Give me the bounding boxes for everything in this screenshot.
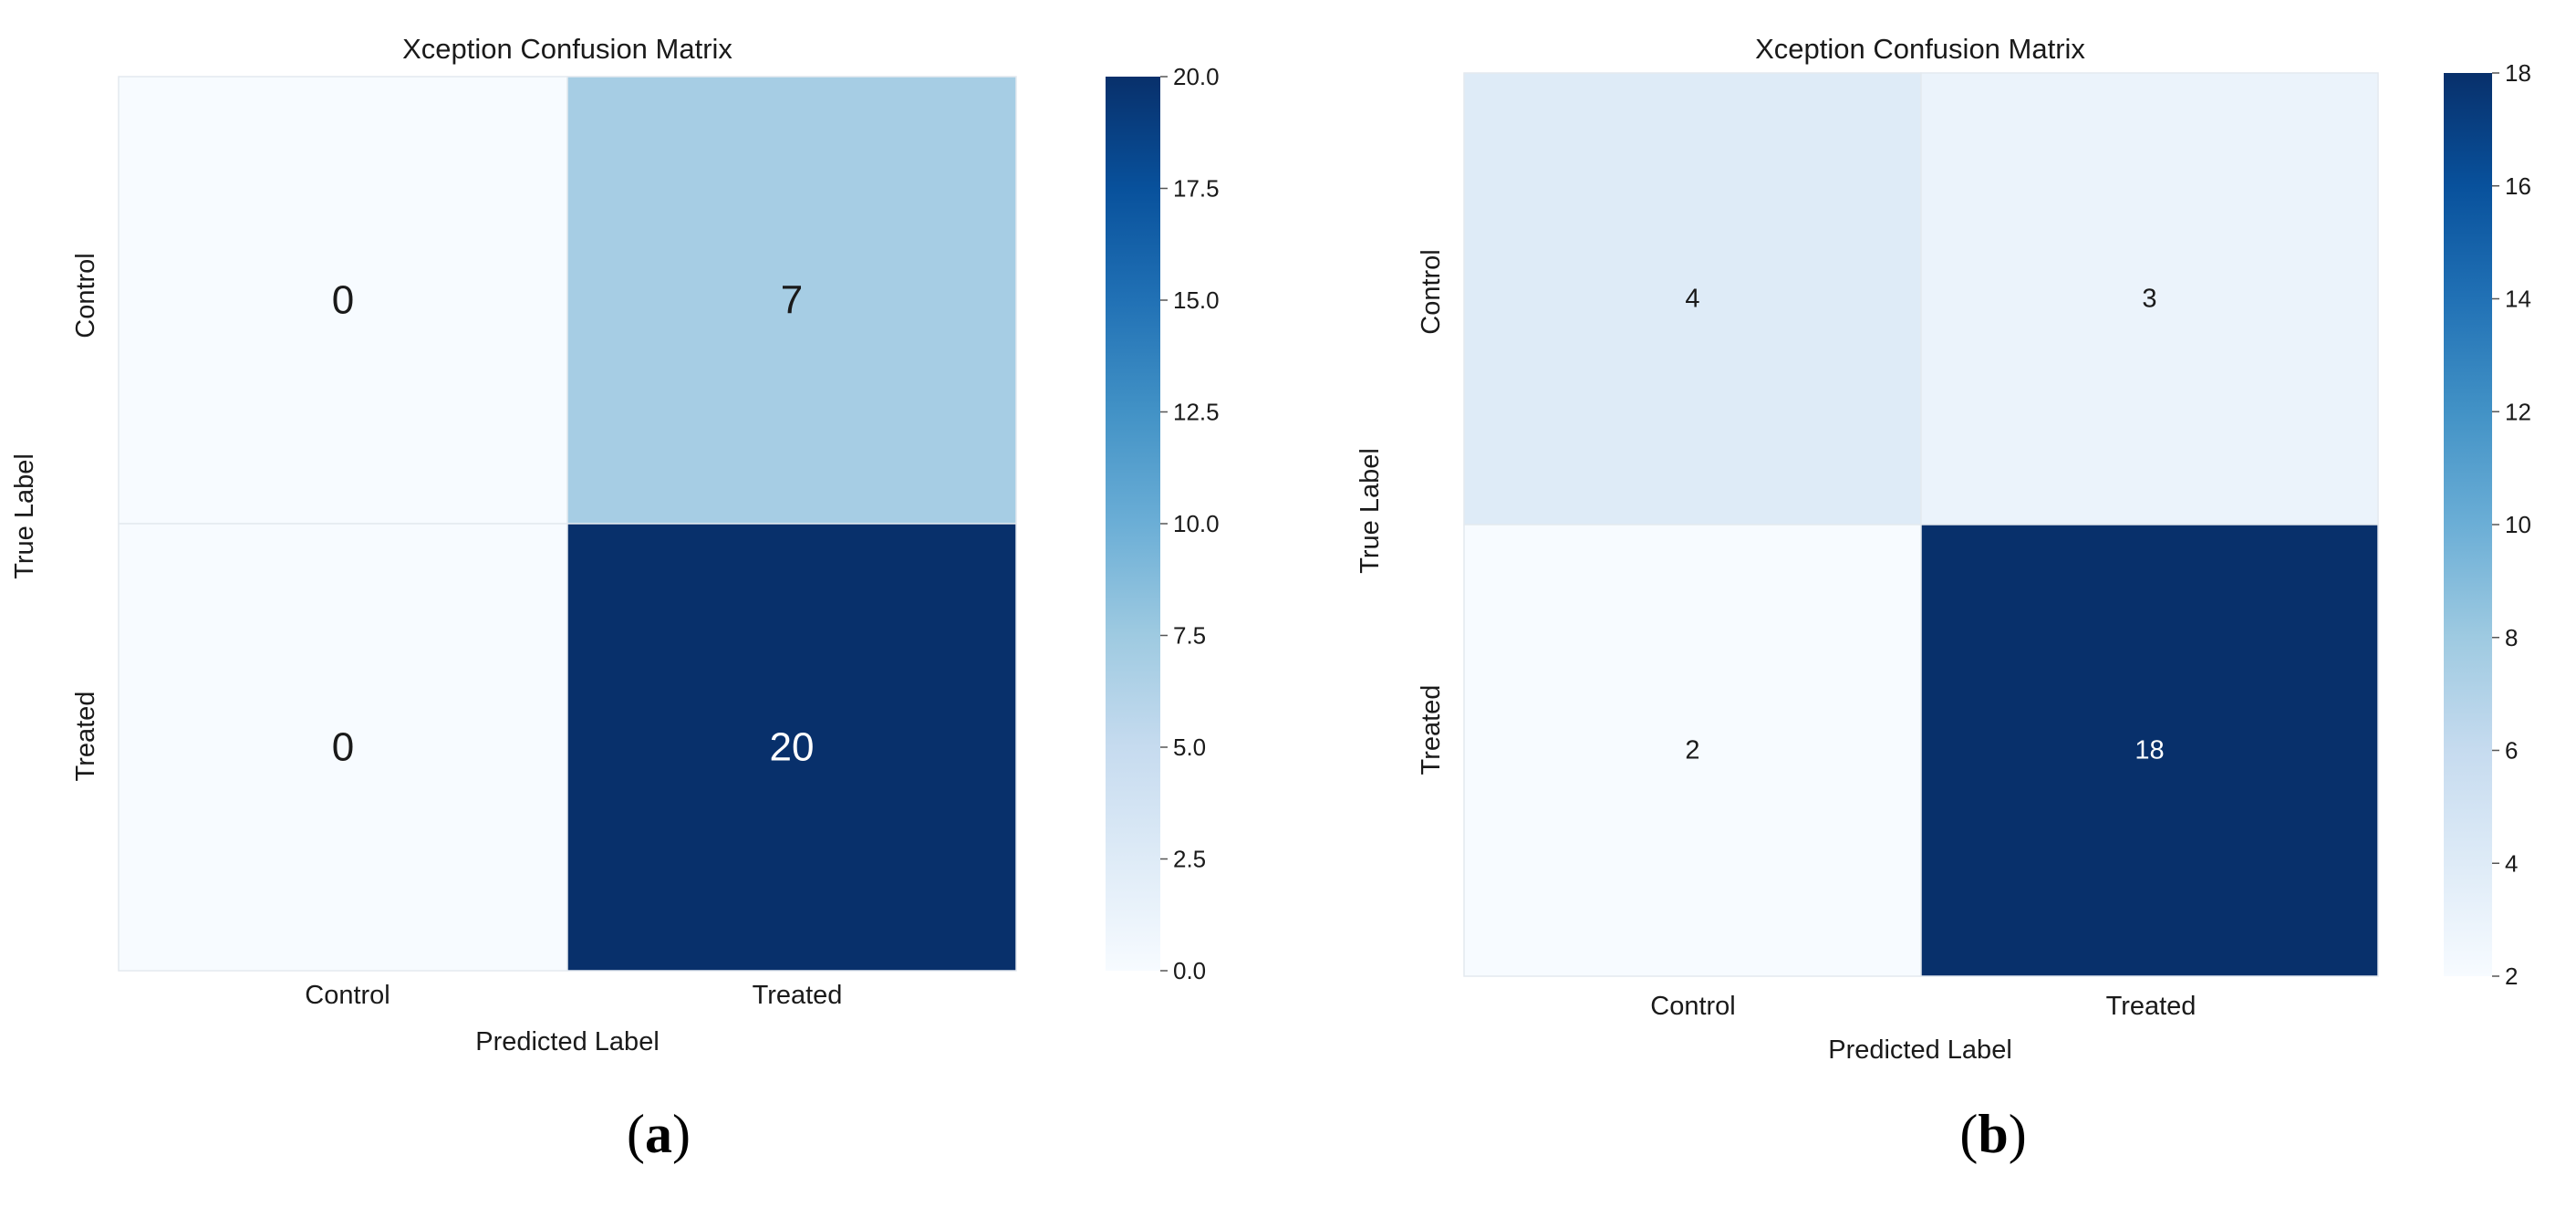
cell-value-label: 0 — [332, 725, 354, 770]
colorbar-tick-label: 5.0 — [1173, 734, 1206, 761]
colorbar-tick-label: 17.5 — [1173, 175, 1220, 203]
colorbar-tick-label: 20.0 — [1173, 63, 1220, 90]
colorbar-tick-label: 2 — [2505, 962, 2518, 990]
heatmap-cell — [566, 76, 1017, 525]
x-tick-label-treated: Treated — [753, 981, 843, 1010]
y-axis-label: True Label — [1356, 448, 1385, 574]
y-tick-labels: Control Treated — [71, 253, 100, 781]
colorbar-tick-label: 18 — [2505, 59, 2531, 87]
x-tick-label-control: Control — [305, 981, 390, 1010]
colorbar-ticks: 2 4 6 8 10 12 14 16 18 — [2492, 59, 2531, 990]
heatmap-cell — [566, 523, 1017, 972]
confusion-matrix-panel-a: Xception Confusion Matrix 0 7 0 20 Control … — [10, 33, 1220, 1164]
colorbar-tick-label: 0.0 — [1173, 957, 1206, 984]
y-tick-labels: Control Treated — [1417, 249, 1446, 775]
colorbar-ticks: 0.0 2.5 5.0 7.5 10.0 12.5 15.0 17.5 20.0 — [1160, 63, 1220, 984]
colorbar-tick-label: 12.5 — [1173, 399, 1220, 426]
heatmap-cell — [118, 523, 568, 972]
x-axis-label: Predicted Label — [1828, 1035, 2012, 1065]
colorbar — [1106, 77, 1160, 971]
panel-label-a: (a) — [627, 1104, 691, 1164]
colorbar-tick-label: 7.5 — [1173, 622, 1206, 650]
x-tick-labels: Control Treated — [305, 981, 842, 1010]
heatmap-cell — [118, 76, 568, 525]
colorbar-tick-label: 15.0 — [1173, 286, 1220, 314]
panel-letter: b — [1978, 1104, 2008, 1164]
cell-value-label: 3 — [2142, 285, 2156, 314]
colorbar-tick-label: 12 — [2505, 398, 2531, 425]
cell-value-label: 18 — [2135, 736, 2164, 765]
heatmap-cell — [1463, 72, 1922, 525]
y-tick-label-control: Control — [1417, 249, 1446, 335]
colorbar-tick-label: 16 — [2505, 172, 2531, 200]
colorbar — [2444, 73, 2492, 976]
x-tick-label-treated: Treated — [2106, 992, 2197, 1021]
colorbar-tick-label: 8 — [2505, 624, 2518, 651]
heatmap-cells: 0 7 0 20 — [118, 76, 1017, 972]
heatmap-cells: 4 3 2 18 — [1463, 72, 2379, 977]
cell-value-label: 7 — [781, 278, 803, 323]
colorbar-tick-label: 2.5 — [1173, 846, 1206, 873]
x-tick-labels: Control Treated — [1650, 992, 2196, 1021]
y-tick-label-treated: Treated — [1417, 685, 1446, 775]
chart-title: Xception Confusion Matrix — [1755, 33, 2085, 65]
confusion-matrix-panel-b: Xception Confusion Matrix 4 3 2 18 Control … — [1356, 33, 2531, 1164]
colorbar-tick-label: 10.0 — [1173, 510, 1220, 537]
colorbar-tick-label: 14 — [2505, 286, 2531, 313]
colorbar-tick-label: 6 — [2505, 737, 2518, 765]
x-axis-label: Predicted Label — [475, 1027, 660, 1056]
x-tick-label-control: Control — [1650, 992, 1736, 1021]
cell-value-label: 2 — [1685, 736, 1699, 765]
y-tick-label-treated: Treated — [71, 692, 100, 782]
y-axis-label: True Label — [10, 453, 39, 579]
heatmap-cell — [1463, 524, 1922, 977]
y-tick-label-control: Control — [71, 253, 100, 338]
cell-value-label: 20 — [770, 725, 815, 770]
colorbar-tick-label: 4 — [2505, 849, 2518, 877]
chart-title: Xception Confusion Matrix — [402, 33, 732, 65]
heatmap-cell — [1920, 524, 2379, 977]
colorbar-tick-label: 10 — [2505, 511, 2531, 538]
heatmap-cell — [1920, 72, 2379, 525]
cell-value-label: 0 — [332, 278, 354, 323]
cell-value-label: 4 — [1685, 285, 1699, 314]
panel-label-b: (b) — [1959, 1104, 2026, 1164]
panel-letter: a — [645, 1104, 672, 1164]
